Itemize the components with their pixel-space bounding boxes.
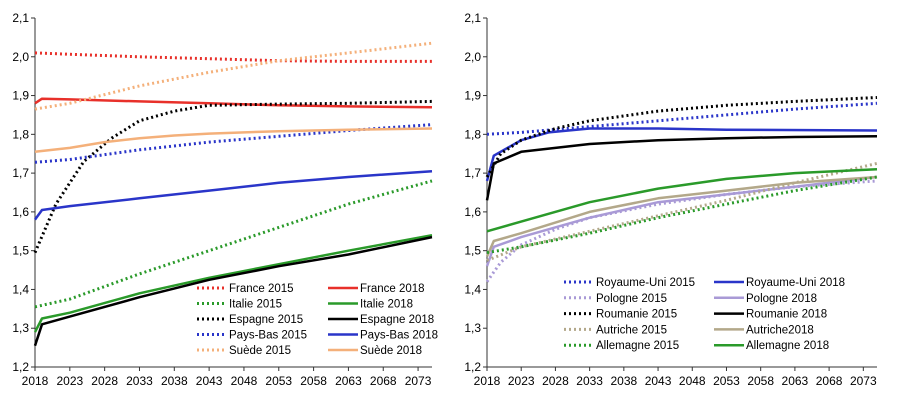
y-tick-label: 1,7: [464, 166, 481, 180]
series-line-su-de-2018: [34, 127, 433, 154]
series-line-su-de-2015: [34, 41, 433, 111]
legend-label-royaume-uni-2018: Royaume-Uni 2018: [746, 277, 845, 289]
y-tick-label: 1,5: [464, 244, 481, 258]
legend-label-autriche-2015: Autriche 2015: [596, 324, 667, 336]
series-line-france-2015: [34, 51, 432, 63]
x-tick-label: 2063: [335, 374, 362, 388]
legend-label-france-2015: France 2015: [229, 283, 294, 295]
legend-label-su-de-2015: Suède 2015: [229, 345, 291, 357]
x-tick-label: 2068: [370, 374, 397, 388]
x-tick-label: 2028: [542, 374, 569, 388]
y-tick-label: 1,9: [12, 89, 29, 103]
legend-label-royaume-uni-2015: Royaume-Uni 2015: [596, 277, 695, 289]
legend-label-su-de-2018: Suède 2018: [360, 345, 422, 357]
series-line-roumanie-2018: [485, 135, 878, 201]
x-tick-label: 2018: [22, 374, 49, 388]
series-line-pologne-2018: [485, 175, 878, 267]
legend-label-pologne-2018: Pologne 2018: [746, 293, 817, 305]
series-line-espagne-2018: [33, 235, 433, 347]
legend-label-espagne-2015: Espagne 2015: [229, 314, 303, 326]
chart-right: 1,2 1,3 1,4 1,5 1,6 1,7 1,8 1,9 2,0 2,1 2018 2023 20…: [452, 0, 904, 419]
series-line-royaume-uni-2018: [485, 127, 878, 182]
series-line-france-2018: [34, 97, 433, 109]
y-tick-label: 1,8: [464, 127, 481, 141]
chart-right-svg: 1,2 1,3 1,4 1,5 1,6 1,7 1,8 1,9 2,0 2,1 2018 2023 20…: [464, 11, 878, 388]
y-tick-label: 1,3: [464, 321, 481, 335]
x-tick-label: 2018: [474, 374, 501, 388]
series-line-italie-2018: [33, 233, 433, 333]
legend-label-espagne-2018: Espagne 2018: [360, 314, 434, 326]
chart-left-svg: 1,2 1,3 1,4 1,5 1,6 1,7 1,8 1,9 2,0 2,1 2018 2023 20…: [12, 11, 438, 388]
y-tick-label: 1,7: [12, 166, 29, 180]
series-line-royaume-uni-2015: [486, 101, 878, 136]
x-tick-label: 2028: [91, 374, 118, 388]
y-tick-label: 1,4: [12, 282, 29, 296]
legend-label-pays-bas-2018: Pays-Bas 2018: [360, 330, 438, 342]
x-tick-label: 2053: [265, 374, 292, 388]
y-tick-label: 2,0: [12, 50, 29, 64]
y-tick-label: 2,1: [12, 11, 29, 25]
x-tick-label: 2038: [610, 374, 637, 388]
y-tick-label: 1,4: [464, 282, 481, 296]
x-tick-label: 2023: [508, 374, 535, 388]
legend-label-france-2018: France 2018: [360, 283, 425, 295]
x-tick-label: 2063: [782, 374, 809, 388]
series-line-pays-bas-2018: [33, 169, 433, 221]
legend-label-italie-2015: Italie 2015: [229, 299, 282, 311]
legend-label-allemagne-2015: Allemagne 2015: [596, 340, 679, 352]
chart-left: 1,2 1,3 1,4 1,5 1,6 1,7 1,8 1,9 2,0 2,1 2018 2023 20…: [12, 11, 438, 388]
y-tick-label: 2,0: [464, 50, 481, 64]
x-tick-label: 2058: [747, 374, 774, 388]
legend-label-roumanie-2018: Roumanie 2018: [746, 309, 827, 321]
legend-label-roumanie-2015: Roumanie 2015: [596, 309, 677, 321]
x-tick-label: 2048: [231, 374, 258, 388]
y-tick-label: 1,3: [12, 321, 29, 335]
y-tick-label: 1,5: [12, 244, 29, 258]
y-tick-label: 1,9: [464, 89, 481, 103]
legend-label-allemagne-2018: Allemagne 2018: [746, 340, 829, 352]
series-line-autriche-2015: [486, 161, 878, 262]
series-line-allemagne-2018: [486, 167, 878, 233]
y-tick-label: 1,6: [12, 205, 29, 219]
legend-label-pologne-2015: Pologne 2015: [596, 293, 667, 305]
x-tick-label: 2073: [850, 374, 877, 388]
x-tick-label: 2048: [679, 374, 706, 388]
series-line-autriche2018: [485, 175, 878, 258]
x-tick-label: 2073: [405, 374, 432, 388]
legend-label-italie-2018: Italie 2018: [360, 299, 413, 311]
series-line-italie-2015: [34, 179, 433, 309]
y-tick-label: 1,2: [464, 360, 481, 374]
x-tick-label: 2023: [56, 374, 83, 388]
x-tick-label: 2033: [576, 374, 603, 388]
legend-label-autriche2018: Autriche2018: [746, 324, 814, 336]
x-tick-label: 2053: [713, 374, 740, 388]
x-tick-label: 2068: [816, 374, 843, 388]
y-tick-label: 1,8: [12, 127, 29, 141]
x-tick-label: 2043: [645, 374, 672, 388]
x-tick-label: 2043: [196, 374, 223, 388]
x-tick-label: 2038: [161, 374, 188, 388]
y-tick-label: 1,2: [12, 360, 29, 374]
y-tick-label: 1,6: [464, 205, 481, 219]
y-tick-label: 2,1: [464, 11, 481, 25]
legend-label-pays-bas-2015: Pays-Bas 2015: [229, 330, 307, 342]
series-line-roumanie-2015: [485, 96, 878, 178]
x-tick-label: 2058: [300, 374, 327, 388]
x-tick-label: 2033: [126, 374, 153, 388]
series-line-espagne-2015: [33, 99, 433, 254]
